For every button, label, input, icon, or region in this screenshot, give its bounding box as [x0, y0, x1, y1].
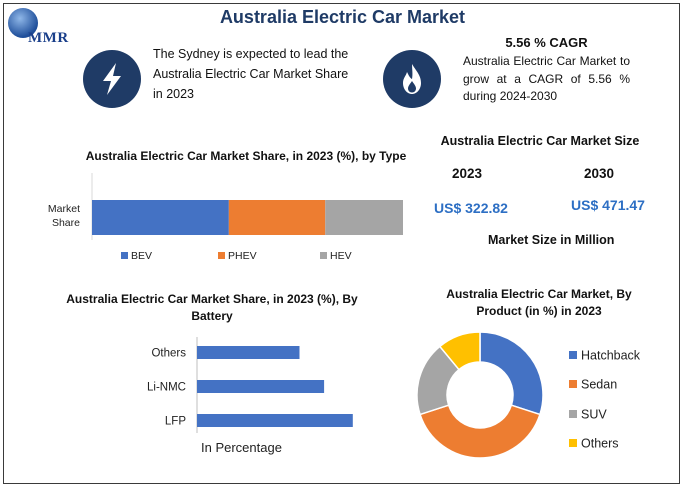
legend-swatch-bev: [121, 252, 128, 259]
category-label: Share: [52, 217, 80, 229]
donut-slice-sedan: [419, 404, 541, 459]
bar-segment-bev: [92, 200, 229, 235]
bar-lfp: [197, 414, 353, 427]
legend-label-hev: HEV: [330, 250, 352, 262]
cagr-title: 5.56 % CAGR: [505, 35, 588, 50]
category-label: Others: [151, 348, 186, 360]
logo-text: MMR: [28, 30, 69, 46]
bar-segment-hev: [325, 200, 403, 235]
legend-swatch-hev: [320, 252, 327, 259]
market-size-unit-label: Market Size in Million: [488, 233, 615, 247]
legend-swatch-phev: [218, 252, 225, 259]
donut-slice-others: [438, 331, 481, 371]
bar-segment-phev: [228, 200, 326, 235]
year-2023: 2023: [452, 166, 483, 181]
category-label: Li-NMC: [147, 382, 186, 394]
bar-li-nmc: [197, 380, 325, 393]
legend-label-bev: BEV: [131, 250, 152, 262]
logo: MMR: [8, 8, 78, 50]
legend-label-others: Others: [581, 437, 619, 451]
lightning-bolt-icon: [83, 50, 141, 108]
market-size-2030-value: US$ 471.47: [571, 197, 645, 213]
battery-chart-title: Australia Electric Car Market Share, in …: [66, 292, 358, 323]
year-2030: 2030: [584, 166, 615, 181]
flame-icon: [383, 50, 441, 108]
category-label: Market: [48, 203, 80, 215]
product-chart-title: Australia Electric Car Market, By Produc…: [446, 287, 632, 318]
lead-text: The Sydney is expected to lead the Austr…: [153, 47, 349, 101]
legend-label-hatchback: Hatchback: [581, 349, 641, 363]
x-axis-label: In Percentage: [201, 440, 282, 455]
market-size-2023-value: US$ 322.82: [434, 200, 508, 216]
legend-swatch-others: [569, 439, 577, 447]
globe-icon: [8, 8, 38, 38]
market-size-title: Australia Electric Car Market Size: [440, 134, 640, 148]
infographic-frame: [3, 3, 680, 484]
category-label: LFP: [165, 416, 186, 428]
legend-swatch-suv: [569, 410, 577, 418]
bar-others: [197, 346, 300, 359]
page-title: Australia Electric Car Market: [219, 7, 466, 27]
cagr-text: Australia Electric Car Market to grow at…: [463, 54, 630, 103]
donut-slice-hatchback: [479, 331, 544, 416]
legend-swatch-sedan: [569, 380, 577, 388]
legend-swatch-hatchback: [569, 351, 577, 359]
legend-label-phev: PHEV: [228, 250, 257, 262]
legend-label-sedan: Sedan: [581, 378, 617, 392]
type-chart-title: Australia Electric Car Market Share, in …: [85, 149, 407, 163]
legend-label-suv: SUV: [581, 408, 607, 422]
